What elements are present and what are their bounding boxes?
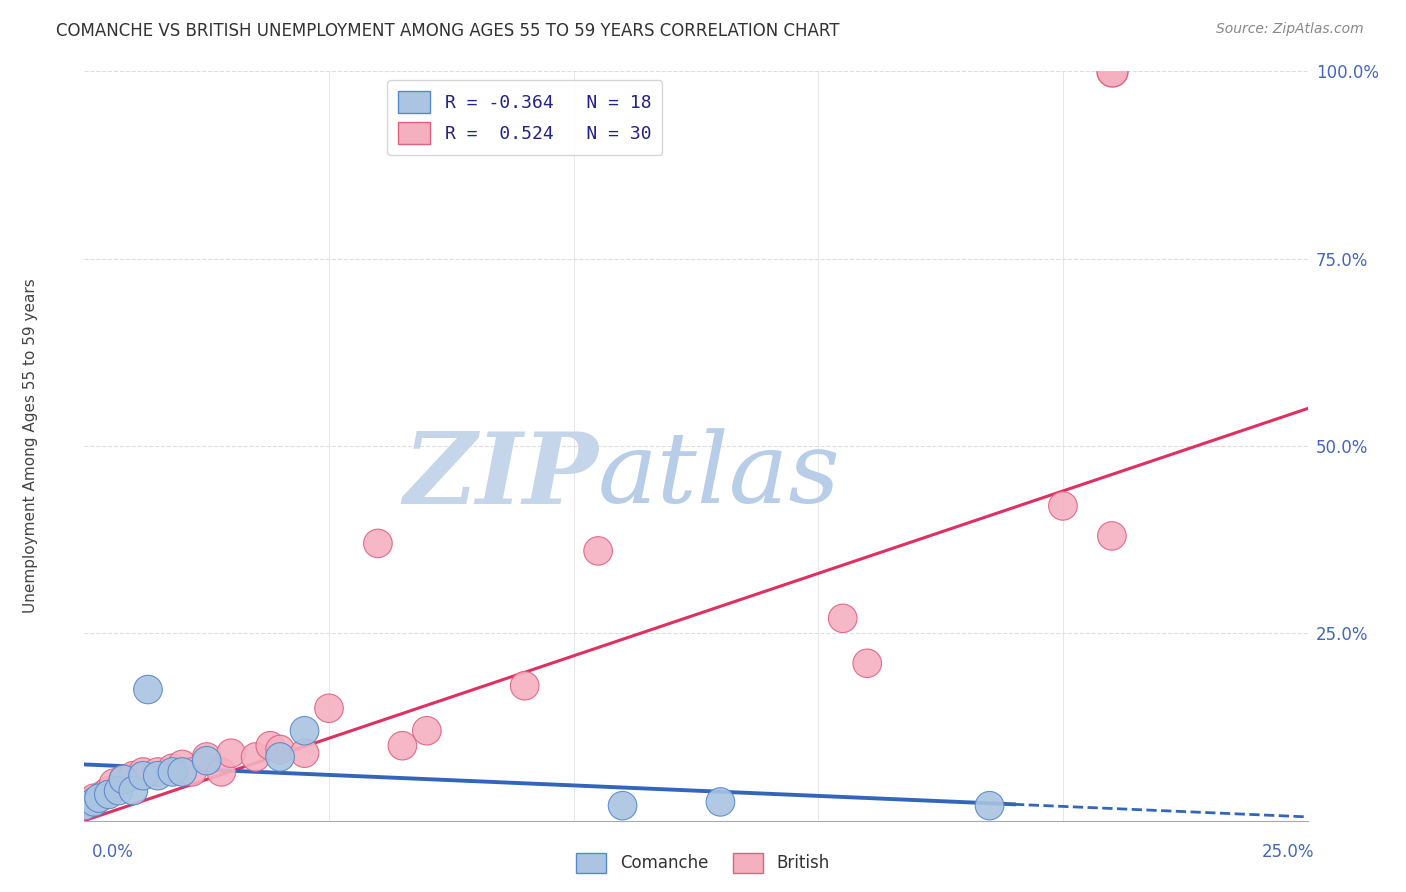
Ellipse shape bbox=[388, 731, 416, 760]
Ellipse shape bbox=[70, 791, 98, 820]
Ellipse shape bbox=[80, 784, 108, 813]
Ellipse shape bbox=[110, 765, 138, 794]
Ellipse shape bbox=[120, 762, 148, 790]
Ellipse shape bbox=[266, 743, 294, 772]
Ellipse shape bbox=[828, 604, 858, 632]
Ellipse shape bbox=[94, 780, 124, 809]
Ellipse shape bbox=[167, 750, 197, 779]
Ellipse shape bbox=[143, 757, 172, 786]
Legend: R = -0.364   N = 18, R =  0.524   N = 30: R = -0.364 N = 18, R = 0.524 N = 30 bbox=[387, 80, 662, 155]
Ellipse shape bbox=[167, 757, 197, 786]
Ellipse shape bbox=[290, 739, 319, 767]
Ellipse shape bbox=[364, 529, 392, 558]
Ellipse shape bbox=[90, 780, 118, 809]
Ellipse shape bbox=[315, 694, 343, 723]
Ellipse shape bbox=[510, 672, 538, 700]
Ellipse shape bbox=[976, 791, 1004, 820]
Ellipse shape bbox=[120, 776, 148, 805]
Ellipse shape bbox=[157, 754, 187, 782]
Ellipse shape bbox=[193, 747, 221, 775]
Ellipse shape bbox=[94, 776, 124, 805]
Ellipse shape bbox=[266, 735, 294, 764]
Ellipse shape bbox=[706, 788, 735, 816]
Ellipse shape bbox=[256, 731, 284, 760]
Text: Source: ZipAtlas.com: Source: ZipAtlas.com bbox=[1216, 22, 1364, 37]
Ellipse shape bbox=[75, 788, 104, 816]
Ellipse shape bbox=[70, 791, 98, 820]
Text: atlas: atlas bbox=[598, 428, 841, 524]
Ellipse shape bbox=[207, 757, 236, 786]
Ellipse shape bbox=[157, 757, 187, 786]
Ellipse shape bbox=[217, 739, 246, 767]
Ellipse shape bbox=[84, 784, 114, 813]
Text: 0.0%: 0.0% bbox=[91, 843, 134, 861]
Ellipse shape bbox=[290, 716, 319, 745]
Legend: Comanche, British: Comanche, British bbox=[569, 847, 837, 880]
Ellipse shape bbox=[853, 649, 882, 678]
Ellipse shape bbox=[110, 765, 138, 794]
Text: COMANCHE VS BRITISH UNEMPLOYMENT AMONG AGES 55 TO 59 YEARS CORRELATION CHART: COMANCHE VS BRITISH UNEMPLOYMENT AMONG A… bbox=[56, 22, 839, 40]
Ellipse shape bbox=[412, 716, 441, 745]
Ellipse shape bbox=[104, 776, 134, 805]
Ellipse shape bbox=[100, 769, 128, 797]
Ellipse shape bbox=[242, 743, 270, 772]
Ellipse shape bbox=[129, 762, 157, 790]
Text: ZIP: ZIP bbox=[404, 428, 598, 524]
Ellipse shape bbox=[134, 675, 162, 704]
Ellipse shape bbox=[1049, 491, 1077, 520]
Ellipse shape bbox=[129, 757, 157, 786]
Ellipse shape bbox=[193, 743, 221, 772]
Ellipse shape bbox=[143, 762, 172, 790]
Ellipse shape bbox=[80, 788, 108, 816]
Point bbox=[1101, 64, 1123, 78]
Text: 25.0%: 25.0% bbox=[1263, 843, 1315, 861]
Text: Unemployment Among Ages 55 to 59 years: Unemployment Among Ages 55 to 59 years bbox=[24, 278, 38, 614]
Ellipse shape bbox=[177, 757, 207, 786]
Ellipse shape bbox=[1098, 522, 1126, 550]
Ellipse shape bbox=[583, 537, 613, 566]
Ellipse shape bbox=[609, 791, 637, 820]
